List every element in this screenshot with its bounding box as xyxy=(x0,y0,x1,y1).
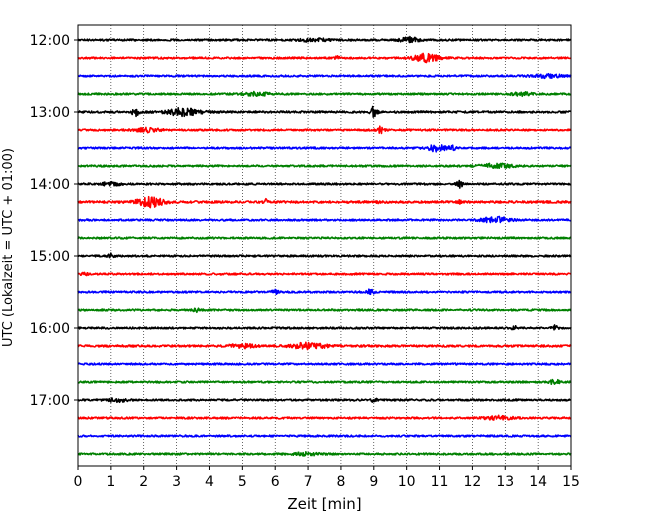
y-tick-label: 17:00 xyxy=(30,393,70,409)
seismogram-trace xyxy=(77,271,572,277)
seismogram-trace xyxy=(77,105,572,118)
y-tick-label: 15:00 xyxy=(30,249,70,265)
seismogram-traces xyxy=(77,35,572,457)
y-axis-ticks: 12:00 13:00 14:00 15:00 16:00 17:00 xyxy=(30,33,78,409)
x-tick-label: 1 xyxy=(106,474,115,490)
seismogram-trace xyxy=(77,195,572,209)
y-tick-label: 16:00 xyxy=(30,321,70,337)
seismogram-trace xyxy=(77,434,572,438)
y-tick-label: 14:00 xyxy=(30,177,70,193)
x-tick-label: 12 xyxy=(463,474,481,490)
x-tick-label: 15 xyxy=(562,474,580,490)
x-tick-label: 0 xyxy=(74,474,83,490)
x-tick-label: 10 xyxy=(398,474,416,490)
x-axis-ticks: 0 1 2 3 4 5 6 7 8 9 10 11 12 13 14 15 xyxy=(74,466,580,490)
x-axis-label: Zeit [min] xyxy=(287,495,361,513)
y-tick-label: 13:00 xyxy=(30,105,70,121)
seismogram-trace xyxy=(77,307,572,314)
x-tick-label: 9 xyxy=(369,474,378,490)
seismogram-trace xyxy=(77,362,572,366)
x-tick-label: 14 xyxy=(529,474,547,490)
seismogram-trace xyxy=(77,397,572,404)
x-tick-label: 2 xyxy=(139,474,148,490)
x-tick-label: 8 xyxy=(336,474,345,490)
seismogram-trace xyxy=(77,162,572,170)
seismogram-trace xyxy=(77,35,572,44)
seismogram-trace xyxy=(77,288,572,296)
y-tick-label: 12:00 xyxy=(30,33,70,49)
seismogram-trace xyxy=(77,125,572,135)
seismogram-trace xyxy=(77,90,572,98)
seismogram-trace xyxy=(77,450,572,457)
x-tick-label: 3 xyxy=(172,474,181,490)
seismogram-trace xyxy=(77,378,572,386)
seismogram-trace xyxy=(77,144,572,153)
seismogram-trace xyxy=(77,341,572,351)
plot-frame xyxy=(77,24,572,467)
x-tick-label: 7 xyxy=(304,474,313,490)
seismogram-trace xyxy=(77,72,572,80)
seismogram-trace xyxy=(77,52,572,64)
seismogram-trace xyxy=(77,414,572,421)
x-tick-label: 5 xyxy=(238,474,247,490)
y-axis-label: UTC (Lokalzeit = UTC + 01:00) xyxy=(1,148,16,347)
seismogram-trace xyxy=(77,179,572,189)
x-tick-label: 11 xyxy=(431,474,449,490)
x-tick-label: 4 xyxy=(205,474,214,490)
seismogram-trace xyxy=(77,236,572,240)
seismogram-trace xyxy=(77,215,572,224)
x-tick-label: 13 xyxy=(496,474,514,490)
seismogram-trace xyxy=(77,324,572,331)
x-tick-label: 6 xyxy=(271,474,280,490)
seismogram-trace xyxy=(77,252,572,259)
